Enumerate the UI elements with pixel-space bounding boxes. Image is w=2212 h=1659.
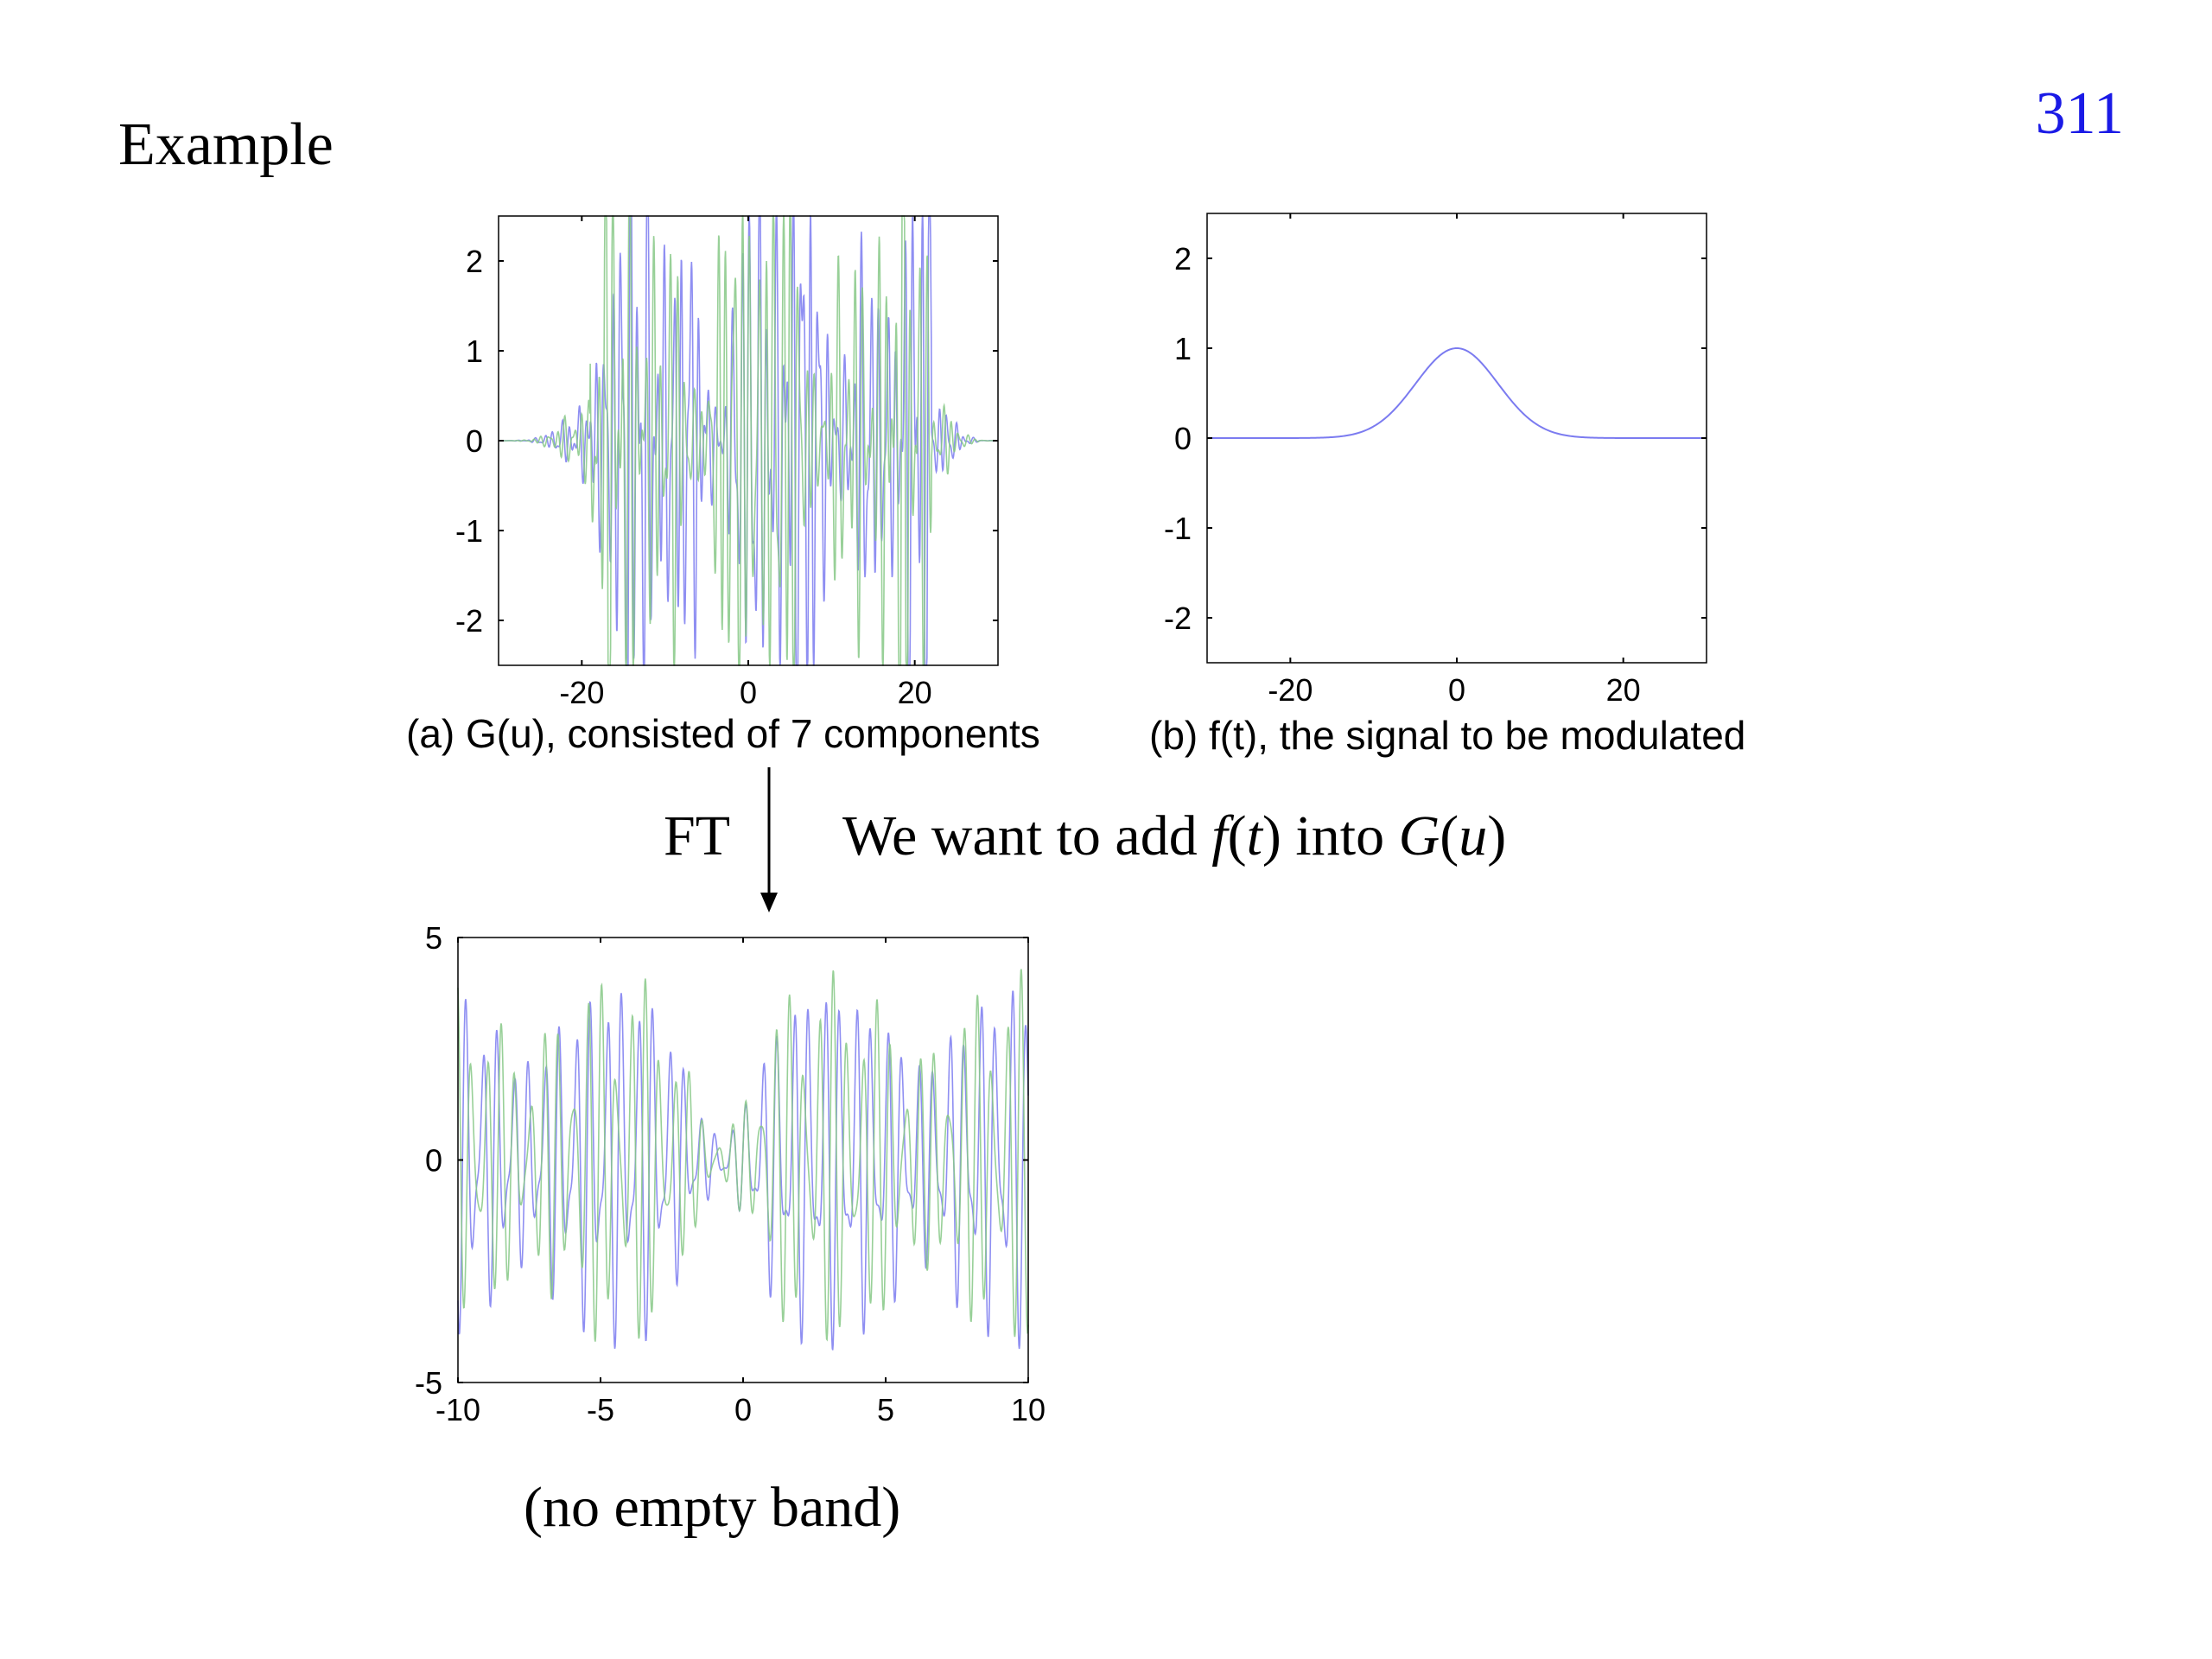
slide-title: Example <box>118 111 334 178</box>
y-tick-label: -5 <box>415 1365 442 1401</box>
y-tick-label: -1 <box>1164 511 1192 546</box>
caption-plot-a: (a) G(u), consisted of 7 components <box>406 711 1040 756</box>
x-tick-label: 0 <box>1448 672 1465 708</box>
series-line-2 <box>498 215 999 666</box>
x-tick-label: 0 <box>740 675 757 710</box>
statement-paren-close-1: ) <box>1262 804 1281 868</box>
statement-u: u <box>1459 804 1488 868</box>
series-line-2 <box>457 969 1029 1342</box>
y-tick-label: -2 <box>1164 601 1192 636</box>
caption-plot-b: (b) f(t), the signal to be modulated <box>1149 713 1746 758</box>
series-line-gaussian <box>1207 346 1707 439</box>
statement-t: t <box>1246 804 1262 868</box>
statement-paren-open-2: ( <box>1440 804 1459 868</box>
page-number: 311 <box>2035 80 2124 147</box>
statement-prefix: We want to add <box>842 804 1212 868</box>
y-tick-label: 1 <box>1174 331 1192 366</box>
y-tick-label: 2 <box>466 244 483 279</box>
ft-arrow <box>760 767 778 912</box>
statement-into: into <box>1281 804 1399 868</box>
x-tick-label: -20 <box>559 675 604 710</box>
statement-G: G <box>1398 804 1440 868</box>
statement-paren-open-1: ( <box>1227 804 1247 868</box>
statement-paren-close-2: ) <box>1487 804 1507 868</box>
x-tick-label: 20 <box>898 675 932 710</box>
chart-g-of-u: -20 0 20 2 1 0 -1 -2 <box>455 214 999 710</box>
x-tick-label: -20 <box>1268 672 1313 708</box>
y-tick-label: 0 <box>466 423 483 459</box>
x-tick-label: 0 <box>734 1392 752 1427</box>
statement-line: We want to add f(t) into G(u) <box>842 808 1506 865</box>
x-tick-label: 5 <box>877 1392 894 1427</box>
y-tick-label: 0 <box>1174 421 1192 456</box>
x-tick-label: 20 <box>1606 672 1641 708</box>
chart-f-of-t: -20 0 20 2 1 0 -1 -2 <box>1164 213 1707 708</box>
x-tick-label: -5 <box>587 1392 614 1427</box>
x-tick-label: -10 <box>435 1392 480 1427</box>
y-tick-label: 5 <box>425 920 442 956</box>
statement-f: f <box>1211 804 1228 868</box>
y-tick-label: 1 <box>466 334 483 369</box>
y-tick-label: 2 <box>1174 241 1192 276</box>
band-note: (no empty band) <box>524 1476 901 1539</box>
y-tick-label: -1 <box>455 513 483 549</box>
y-tick-label: 0 <box>425 1143 442 1179</box>
y-tick-label: -2 <box>455 603 483 639</box>
x-tick-label: 10 <box>1011 1392 1046 1427</box>
ft-label: FT <box>664 804 731 868</box>
